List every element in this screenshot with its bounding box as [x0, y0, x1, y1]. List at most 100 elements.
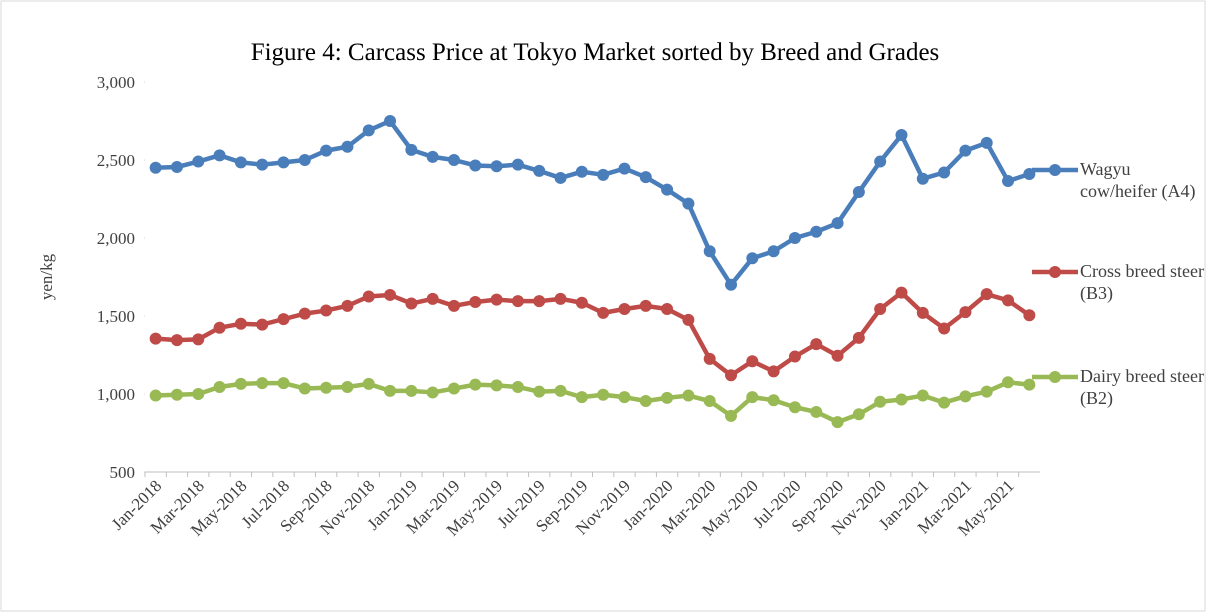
data-point	[277, 156, 290, 169]
data-point	[234, 156, 247, 169]
data-point	[831, 349, 844, 362]
data-point	[703, 395, 716, 408]
y-axis-label: yen/kg	[37, 253, 56, 300]
data-point	[554, 384, 567, 397]
data-point	[916, 306, 929, 319]
data-point	[725, 278, 738, 291]
data-point	[1023, 309, 1036, 322]
data-point	[362, 290, 375, 303]
data-point	[639, 395, 652, 408]
data-point	[362, 124, 375, 137]
data-point	[192, 333, 205, 346]
data-point	[533, 164, 546, 177]
data-point	[874, 302, 887, 315]
data-point	[341, 380, 354, 393]
data-point	[682, 313, 695, 326]
data-point	[298, 307, 311, 320]
data-point	[447, 154, 460, 166]
data-point	[362, 377, 375, 390]
data-point	[725, 409, 738, 422]
data-point	[618, 302, 631, 315]
data-point	[256, 318, 269, 331]
y-tick-label: 1,500	[97, 307, 135, 326]
data-point	[469, 378, 482, 391]
data-point	[149, 389, 162, 402]
data-point	[511, 158, 524, 171]
data-point	[426, 292, 439, 305]
data-point	[895, 393, 908, 406]
data-point	[788, 350, 801, 363]
data-point	[1002, 175, 1015, 188]
data-point	[938, 322, 951, 335]
legend-marker	[1049, 266, 1061, 278]
data-point	[980, 136, 993, 149]
data-point	[1023, 378, 1036, 391]
data-point	[959, 390, 972, 403]
y-tick-label: 2,000	[97, 229, 135, 248]
data-point	[256, 158, 269, 171]
data-point	[469, 295, 482, 308]
data-point	[661, 391, 674, 404]
data-point	[682, 197, 695, 210]
data-point	[384, 288, 397, 301]
data-point	[980, 385, 993, 398]
data-point	[746, 391, 759, 404]
legend-label: Cross breed steer (B3)	[1080, 261, 1204, 303]
data-point	[831, 416, 844, 429]
data-point	[831, 217, 844, 230]
data-point	[639, 299, 652, 312]
data-point	[703, 245, 716, 258]
data-point	[895, 129, 908, 142]
chart-title: Figure 4: Carcass Price at Tokyo Market …	[251, 39, 940, 66]
data-point	[597, 168, 610, 181]
data-point	[234, 317, 247, 330]
data-point	[469, 159, 482, 172]
data-point	[256, 377, 269, 390]
data-point	[916, 389, 929, 402]
data-point	[874, 155, 887, 168]
data-point	[639, 171, 652, 184]
data-point	[511, 380, 524, 393]
data-point	[682, 389, 695, 402]
data-point	[490, 160, 503, 173]
data-point	[1002, 376, 1015, 389]
data-point	[618, 391, 631, 404]
data-point	[447, 382, 460, 395]
data-point	[170, 388, 183, 401]
data-point	[426, 386, 439, 399]
data-point	[149, 161, 162, 174]
data-point	[384, 115, 397, 127]
data-point	[341, 140, 354, 153]
data-point	[810, 338, 823, 351]
data-point	[938, 396, 951, 409]
data-point	[980, 288, 993, 301]
data-point	[767, 245, 780, 258]
data-point	[703, 352, 716, 365]
data-point	[426, 150, 439, 163]
data-point	[874, 395, 887, 408]
data-point	[661, 302, 674, 315]
y-tick-label: 1,000	[97, 385, 135, 404]
data-point	[767, 365, 780, 378]
data-point	[533, 295, 546, 308]
legend-marker	[1049, 371, 1061, 383]
legend-label: Dairy breed steer (B2)	[1080, 366, 1204, 408]
data-point	[405, 297, 418, 310]
data-point	[384, 384, 397, 397]
data-point	[575, 391, 588, 404]
y-tick-label: 500	[110, 463, 136, 482]
data-point	[746, 252, 759, 265]
data-point	[533, 385, 546, 398]
data-point	[618, 162, 631, 175]
data-point	[916, 172, 929, 185]
data-point	[341, 299, 354, 312]
legend-label: Wagyu cow/heifer (A4)	[1080, 159, 1196, 201]
legend-marker	[1049, 164, 1061, 176]
data-point	[277, 377, 290, 390]
data-point	[277, 313, 290, 326]
data-point	[852, 331, 865, 344]
data-point	[320, 304, 333, 317]
data-point	[959, 306, 972, 319]
data-point	[852, 185, 865, 198]
